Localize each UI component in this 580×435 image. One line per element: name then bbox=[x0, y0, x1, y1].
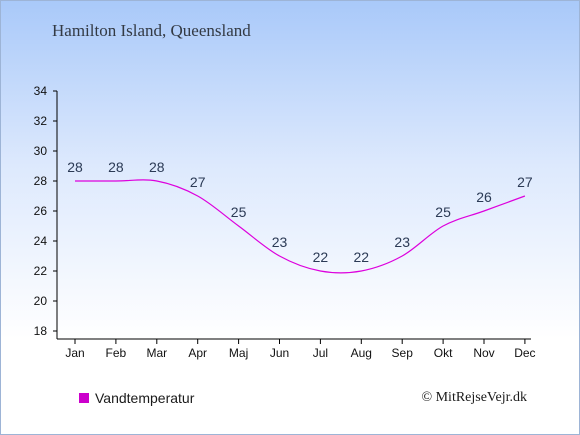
data-label: 27 bbox=[517, 174, 533, 190]
data-label: 22 bbox=[354, 249, 370, 265]
series-line-vandtemperatur bbox=[75, 179, 526, 274]
credit-text: © MitRejseVejr.dk bbox=[421, 390, 527, 405]
x-tick-label: Mar bbox=[146, 346, 167, 360]
y-tick-label: 18 bbox=[34, 324, 48, 338]
data-label: 28 bbox=[149, 159, 165, 175]
x-tick-label: Jun bbox=[270, 346, 289, 360]
data-label: 25 bbox=[231, 204, 247, 220]
x-tick-label: Feb bbox=[106, 346, 127, 360]
data-label: 22 bbox=[313, 249, 329, 265]
data-label: 25 bbox=[435, 204, 451, 220]
x-tick-label: Nov bbox=[473, 346, 494, 360]
x-tick-label: Okt bbox=[434, 346, 453, 360]
data-label: 23 bbox=[272, 234, 288, 250]
y-tick-label: 28 bbox=[34, 174, 48, 188]
x-tick-label: Aug bbox=[351, 346, 372, 360]
data-label: 23 bbox=[394, 234, 410, 250]
data-label: 28 bbox=[67, 159, 83, 175]
y-tick-label: 22 bbox=[34, 264, 48, 278]
y-tick-label: 24 bbox=[34, 234, 48, 248]
x-tick-label: Apr bbox=[188, 346, 207, 360]
x-tick-label: Maj bbox=[229, 346, 248, 360]
legend-label: Vandtemperatur bbox=[95, 390, 195, 406]
x-tick-label: Dec bbox=[514, 346, 535, 360]
x-tick-label: Sep bbox=[392, 346, 414, 360]
data-label: 26 bbox=[476, 189, 492, 205]
y-tick-label: 34 bbox=[34, 84, 48, 98]
legend-swatch bbox=[79, 393, 89, 403]
data-label: 27 bbox=[190, 174, 206, 190]
y-tick-label: 20 bbox=[34, 294, 48, 308]
x-tick-label: Jan bbox=[65, 346, 84, 360]
y-tick-label: 30 bbox=[34, 144, 48, 158]
legend: Vandtemperatur bbox=[79, 390, 194, 406]
data-label: 28 bbox=[108, 159, 124, 175]
x-tick-label: Jul bbox=[313, 346, 328, 360]
chart-title: Hamilton Island, Queensland bbox=[52, 21, 251, 40]
y-tick-label: 26 bbox=[34, 204, 48, 218]
y-tick-label: 32 bbox=[34, 114, 48, 128]
